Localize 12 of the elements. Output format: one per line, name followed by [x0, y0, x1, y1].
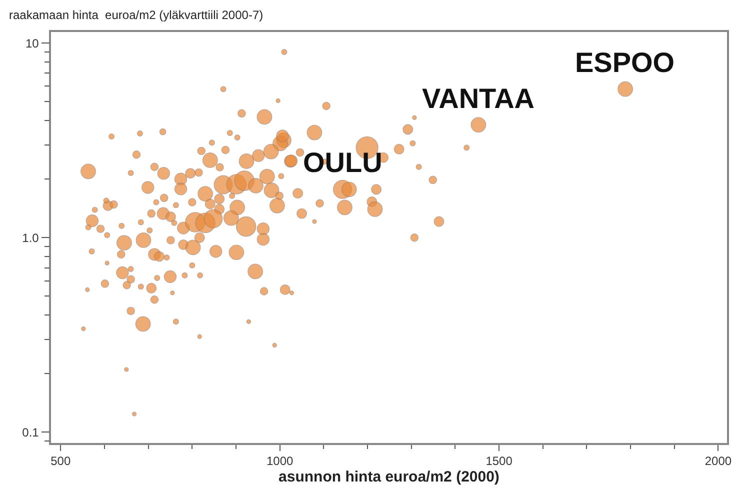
y-tick-label: 1.0 — [22, 230, 40, 245]
y-tick-label: 10 — [25, 36, 40, 50]
x-axis-title: asunnon hinta euroa/m2 (2000) — [278, 468, 500, 486]
x-tick-label: 1500 — [486, 454, 513, 468]
y-tick-label: 0.1 — [22, 425, 40, 440]
annotation: VANTAA — [422, 83, 535, 114]
annotation: OULU — [303, 147, 382, 178]
x-tick-label: 2000 — [704, 454, 732, 468]
x-tick-label: 500 — [50, 454, 71, 468]
annotation: ESPOO — [575, 47, 675, 78]
y-axis-title: raakamaan hinta euroa/m2 (yläkvarttiili 2000-7) — [9, 8, 264, 22]
x-tick-label: 1000 — [266, 454, 294, 468]
